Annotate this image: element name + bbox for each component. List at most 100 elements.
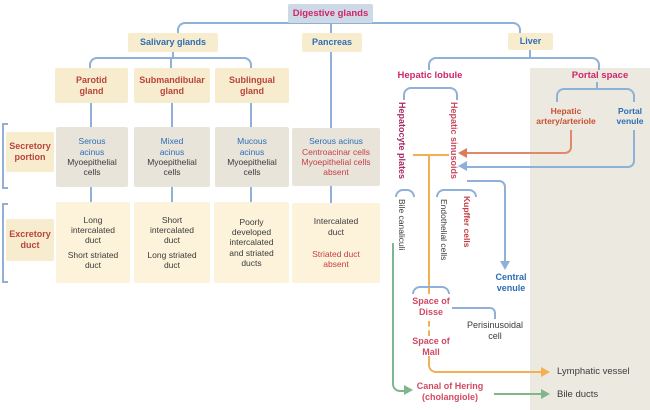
salivary-stub <box>172 52 174 58</box>
perisinusoidal-cell-text: Perisinusoidal cell <box>466 320 524 341</box>
plates-sinusoids-junction <box>413 154 449 156</box>
submandibular-secretory-connector <box>171 103 173 127</box>
canal-hering-arrow-icon <box>404 385 413 395</box>
bile-ducts-text: Bile ducts <box>557 389 599 400</box>
bile-ducts-arrow-icon <box>541 389 550 399</box>
pancreas-duct-box: Intercalated duct Striated duct absent <box>292 203 380 283</box>
venule-flow-arrow-icon <box>458 161 467 171</box>
perisinusoidal-cell-label: Perisinusoidal cell <box>458 318 532 344</box>
canal-of-hering-label: Canal of Hering (cholangiole) <box>408 379 492 404</box>
hepatic-artery-text: Hepatic artery/arteriole <box>536 105 596 126</box>
submandibular-gland-label: Submandibular gland <box>139 74 205 96</box>
sublingual-gland-box: Sublingual gland <box>215 68 289 103</box>
pancreas-acinus-text: Serous acinus <box>309 136 363 147</box>
sinusoid-cells-brace <box>436 189 477 197</box>
hepatocyte-plates-label: Hepatocyte plates <box>397 102 407 194</box>
endothelial-cells-text: Endothelial cells <box>439 199 449 261</box>
salivary-glands-box: Salivary glands <box>128 33 218 52</box>
liver-box: Liver <box>508 33 553 50</box>
submandibular-cells-text: Myoepithelial cells <box>147 157 197 178</box>
hepatic-lobule-label: Hepatic lobule <box>397 69 463 81</box>
pancreas-box: Pancreas <box>302 33 362 52</box>
bile-canaliculi-text: Bile canaliculi <box>397 199 407 251</box>
submandibular-acinus-text: Mixed acinus <box>159 136 185 157</box>
submandibular-connector <box>170 58 172 68</box>
submandibular-duct-box: Short intercalated duct Long striated du… <box>134 202 210 283</box>
excretory-duct-label: Excretory duct <box>9 229 51 250</box>
parotid-duct-connector <box>90 187 92 202</box>
parotid-acinus-text: Serous acinus <box>78 136 106 157</box>
sublingual-gland-label: Sublingual gland <box>229 74 275 96</box>
liver-bracket <box>428 57 600 70</box>
disse-mall-dashed-line <box>428 321 430 336</box>
space-of-mall-text: Space of Mall <box>412 336 450 357</box>
liver-label: Liver <box>519 36 542 47</box>
portal-venule-text: Portal venule <box>616 105 644 126</box>
portal-space-panel <box>530 68 650 410</box>
pancreas-duct-text: Intercalated duct <box>313 216 359 237</box>
lymphatic-arrow-icon <box>541 367 550 377</box>
space-of-disse-label: Space of Disse <box>405 295 457 319</box>
pancreas-label: Pancreas <box>311 37 353 48</box>
lymphatic-vessel-label: Lymphatic vessel <box>557 366 645 377</box>
bile-canaliculi-label: Bile canaliculi <box>397 199 407 261</box>
submandibular-duct-connector <box>171 187 173 202</box>
pancreas-acinus-red-text: Centroacinar cells Myoepithelial cells a… <box>301 146 371 178</box>
excretory-duct-box: Excretory duct <box>6 219 54 261</box>
hepatic-lobule-heading: Hepatic lobule <box>390 69 470 82</box>
portal-space-stub <box>596 82 598 89</box>
endothelial-cells-label: Endothelial cells <box>439 199 449 275</box>
submandibular-duct-a-text: Short intercalated duct <box>150 214 194 246</box>
kupffer-cells-text: Kupffer cells <box>462 196 472 248</box>
portal-space-heading: Portal space <box>560 69 640 82</box>
parotid-cells-text: Myoepithelial cells <box>67 157 117 178</box>
lymphatic-vessel-text: Lymphatic vessel <box>557 366 630 377</box>
central-venule-label: Central venule <box>486 270 536 295</box>
space-of-disse-text: Space of Disse <box>412 296 450 317</box>
artery-flow-arrow-icon <box>458 148 467 158</box>
secretory-portion-label: Secretory portion <box>9 141 51 162</box>
hepatic-artery-label: Hepatic artery/arteriole <box>530 103 602 129</box>
space-of-disse-brace <box>412 286 450 294</box>
portal-space-label: Portal space <box>571 69 629 81</box>
parotid-gland-box: Parotid gland <box>55 68 128 103</box>
disse-line <box>428 154 430 294</box>
kupffer-cells-label: Kupffer cells <box>462 196 472 258</box>
excretory-row-bracket <box>2 203 8 283</box>
hepatocyte-plates-text: Hepatocyte plates <box>397 102 407 180</box>
sublingual-secretory-box: Mucous acinus Myoepithelial cells <box>215 127 289 187</box>
digestive-glands-label: Digestive glands <box>292 7 369 19</box>
portal-venule-label: Portal venule <box>606 103 650 129</box>
parotid-duct-b-text: Short striated duct <box>67 249 119 271</box>
sublingual-duct-box: Poorly developed intercalated and striat… <box>214 202 289 283</box>
secretory-row-bracket <box>2 123 8 189</box>
space-of-mall-label: Space of Mall <box>405 335 457 359</box>
artery-flow-path <box>464 130 572 154</box>
portal-space-bracket <box>556 88 635 102</box>
sublingual-secretory-connector <box>250 103 252 127</box>
pancreas-connector <box>330 24 332 33</box>
venule-flow-path <box>464 130 635 168</box>
sublingual-duct-connector <box>250 187 252 202</box>
hepatic-lobule-bracket <box>403 87 458 100</box>
bile-flow-path <box>392 243 406 392</box>
salivary-glands-label: Salivary glands <box>139 37 207 48</box>
pancreas-duct-connector <box>330 186 332 203</box>
main-tree-connector <box>177 22 521 33</box>
parotid-secretory-box: Serous acinus Myoepithelial cells <box>56 127 128 187</box>
hepatic-sinusoids-label: Hepatic sinusoids <box>449 102 459 194</box>
submandibular-gland-box: Submandibular gland <box>134 68 210 103</box>
mall-lymphatic-path <box>428 356 543 373</box>
sublingual-cells-text: Myoepithelial cells <box>227 157 277 178</box>
parotid-duct-a-text: Long intercalated duct <box>71 214 115 246</box>
liver-stub <box>529 50 531 57</box>
submandibular-secretory-box: Mixed acinus Myoepithelial cells <box>134 127 210 187</box>
parotid-duct-box: Long intercalated duct Short striated du… <box>56 202 130 283</box>
perisinusoidal-connector <box>452 307 496 319</box>
central-venule-text: Central venule <box>495 271 527 293</box>
sublingual-acinus-text: Mucous acinus <box>237 136 267 157</box>
sinusoid-central-venule-path <box>467 180 506 262</box>
bile-canaliculi-brace <box>395 189 415 197</box>
central-venule-arrow-icon <box>500 261 510 270</box>
pancreas-secretory-box: Serous acinus Centroacinar cells Myoepit… <box>292 128 380 186</box>
